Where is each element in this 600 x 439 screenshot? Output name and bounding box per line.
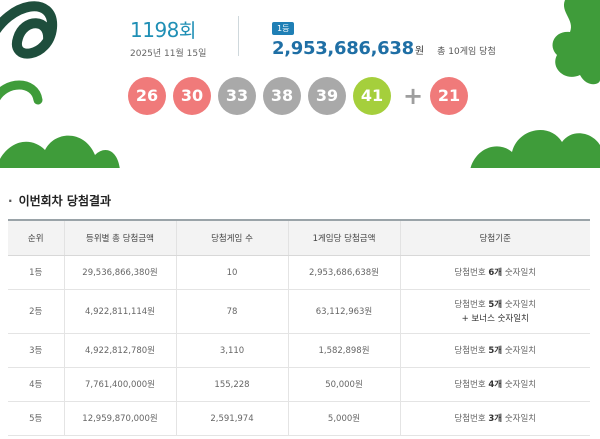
winning-games-cell: 3,110 <box>175 333 288 368</box>
criteria-cell: 당첨번호 3개 숫자일치 <box>399 401 590 436</box>
winner-count: 총 10게임 당첨 <box>437 47 496 57</box>
total-amount-cell: 4,922,812,780원 <box>63 333 176 368</box>
winning-games-cell: 10 <box>175 255 288 290</box>
decorative-cloud-bottom-right <box>470 130 600 168</box>
total-amount-cell: 12,959,870,000원 <box>63 401 176 436</box>
table-row: 4등 7,761,400,000원 155,228 50,000원 당첨번호 4… <box>8 367 590 402</box>
number-ball: 38 <box>263 77 301 115</box>
decorative-cloud-bottom-left <box>0 135 120 168</box>
winning-games-cell: 78 <box>175 289 288 334</box>
draw-number: 1198회 <box>130 18 196 42</box>
number-ball: 26 <box>128 77 166 115</box>
first-prize-amount: 2,953,686,638 <box>272 38 414 59</box>
header-rank: 순위 <box>8 219 64 256</box>
per-game-amount-cell: 63,112,963원 <box>287 289 400 334</box>
header-total-amount: 등위별 총 당첨금액 <box>63 219 176 256</box>
per-game-amount-cell: 1,582,898원 <box>287 333 400 368</box>
rank-cell: 3등 <box>8 333 64 368</box>
rank-badge: 1등 <box>272 22 295 35</box>
criteria-cell: 당첨번호 6개 숫자일치 <box>399 255 590 290</box>
table-row: 3등 4,922,812,780원 3,110 1,582,898원 당첨번호 … <box>8 333 590 368</box>
section-title: · 이번회차 당첨결과 <box>8 194 112 208</box>
total-amount-cell: 4,922,811,114원 <box>63 289 176 334</box>
number-ball: 39 <box>308 77 346 115</box>
decorative-swirl-left <box>0 1 58 105</box>
rank-cell: 4등 <box>8 367 64 402</box>
table-header-row: 순위 등위별 총 당첨금액 당첨게임 수 1게임당 당첨금액 당첨기준 <box>8 219 590 256</box>
results-table: 순위 등위별 총 당첨금액 당첨게임 수 1게임당 당첨금액 당첨기준 1등 2… <box>8 219 590 436</box>
draw-date: 2025년 11월 15일 <box>130 49 207 59</box>
total-amount-cell: 7,761,400,000원 <box>63 367 176 402</box>
header-winning-games: 당첨게임 수 <box>175 219 288 256</box>
header-per-game-amount: 1게임당 당첨금액 <box>287 219 400 256</box>
table-row: 5등 12,959,870,000원 2,591,974 5,000원 당첨번호… <box>8 401 590 436</box>
winning-games-cell: 2,591,974 <box>175 401 288 436</box>
criteria-cell: 당첨번호 4개 숫자일치 <box>399 367 590 402</box>
bonus-criteria: + 보너스 숫자일치 <box>461 313 529 324</box>
header-criteria: 당첨기준 <box>399 219 590 256</box>
per-game-amount-cell: 50,000원 <box>287 367 400 402</box>
rank-cell: 2등 <box>8 289 64 334</box>
bullet-icon: · <box>8 194 13 208</box>
decorative-cloud-top-right <box>552 0 600 85</box>
rank-cell: 1등 <box>8 255 64 290</box>
total-amount-cell: 29,536,866,380원 <box>63 255 176 290</box>
number-ball: 41 <box>353 77 391 115</box>
plus-icon: + <box>403 82 424 110</box>
rank-cell: 5등 <box>8 401 64 436</box>
winning-games-cell: 155,228 <box>175 367 288 402</box>
prize-unit: 원 <box>414 46 425 57</box>
criteria-cell: 당첨번호 5개 숫자일치 + 보너스 숫자일치 <box>399 289 590 334</box>
first-prize-info: 1등 2,953,686,638원 총 10게임 당첨 <box>272 16 592 59</box>
criteria-cell: 당첨번호 5개 숫자일치 <box>399 333 590 368</box>
draw-info: 1198회 2025년 11월 15일 <box>130 16 230 59</box>
bonus-number-ball: 21 <box>430 77 468 115</box>
draw-result-banner: 1198회 2025년 11월 15일 1등 2,953,686,638원 총 … <box>0 0 600 168</box>
table-row: 2등 4,922,811,114원 78 63,112,963원 당첨번호 5개… <box>8 289 590 334</box>
divider <box>238 16 239 56</box>
number-ball: 30 <box>173 77 211 115</box>
number-ball: 33 <box>218 77 256 115</box>
table-row: 1등 29,536,866,380원 10 2,953,686,638원 당첨번… <box>8 255 590 290</box>
per-game-amount-cell: 5,000원 <box>287 401 400 436</box>
per-game-amount-cell: 2,953,686,638원 <box>287 255 400 290</box>
